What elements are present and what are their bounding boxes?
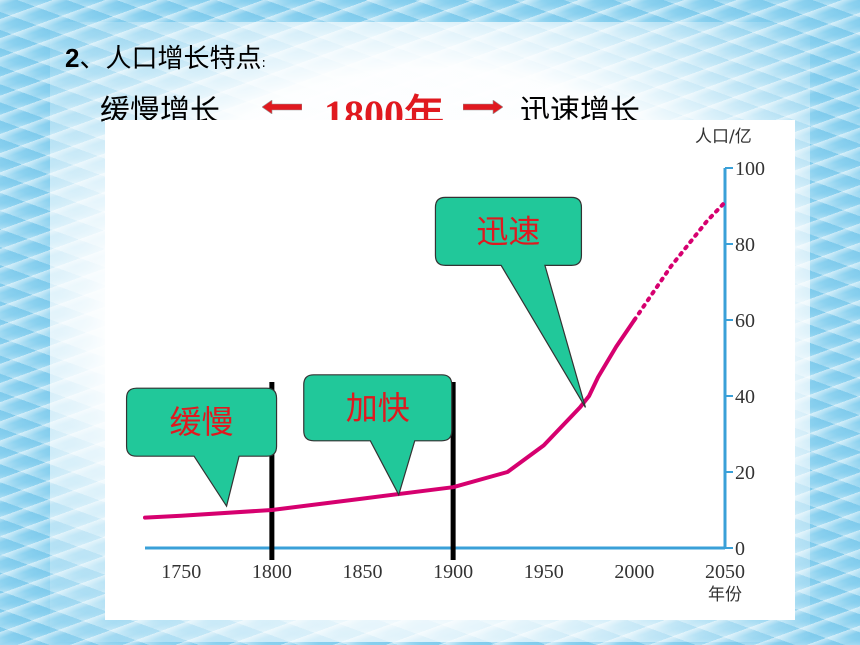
growth-summary: 缓慢增长 1800年 迅速增长 [100, 84, 720, 137]
y-tick-label: 80 [735, 234, 755, 256]
x-axis-title: 年份 [708, 585, 742, 605]
chart-svg: 0 20 40 60 80 100 1750 1800 1850 1900 1950 2000 2050… [125, 127, 765, 605]
population-line [143, 318, 637, 520]
right-arrow-icon [463, 100, 503, 114]
population-chart: 0 20 40 60 80 100 1750 1800 1850 1900 1950 2000 2050… [105, 120, 795, 620]
callout-label: 加快 [346, 389, 410, 427]
y-tick-label: 40 [735, 386, 755, 408]
y-tick-label: 60 [735, 310, 755, 332]
x-tick-label: 1950 [524, 561, 564, 583]
left-arrow-icon [262, 100, 302, 114]
x-tick-label: 1800 [252, 561, 292, 583]
callout-label: 迅速 [476, 212, 540, 250]
y-tick-label: 100 [735, 158, 765, 180]
section-heading: 2、人口增长特点: [65, 38, 266, 75]
projected-population-line [632, 200, 727, 322]
callout-bubble [125, 387, 278, 508]
callout-bubble [303, 374, 453, 497]
y-tick-label: 0 [735, 538, 745, 560]
x-tick-label: 1900 [433, 561, 473, 583]
callout-label: 缓慢 [170, 403, 234, 441]
x-tick-label: 2050 [705, 561, 745, 583]
heading-text: 、人口增长特点 [79, 44, 262, 74]
y-axis-title: 人口/亿 [695, 127, 752, 147]
heading-colon: : [261, 56, 266, 71]
callout-bubble [434, 196, 587, 408]
x-tick-label: 1750 [161, 561, 201, 583]
y-tick-label: 20 [735, 462, 755, 484]
x-tick-label: 1850 [343, 561, 383, 583]
x-tick-label: 2000 [614, 561, 654, 583]
heading-number: 2 [65, 43, 80, 73]
